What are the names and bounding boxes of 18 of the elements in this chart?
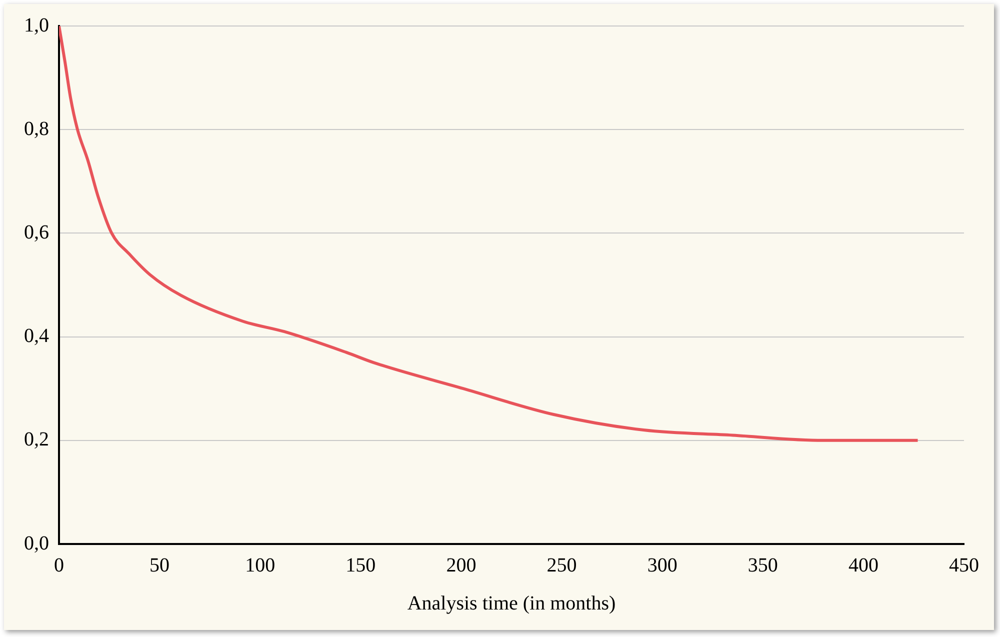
y-tick-label: 0,6 xyxy=(24,221,49,244)
y-tick-label: 0,2 xyxy=(24,428,49,451)
x-tick-label: 400 xyxy=(848,554,878,576)
y-tick-label: 0,8 xyxy=(24,118,49,140)
x-tick-label: 50 xyxy=(150,554,170,576)
y-tick-label: 0,4 xyxy=(24,325,49,348)
x-tick-label: 250 xyxy=(546,554,577,576)
y-tick-label: 0,0 xyxy=(24,532,49,554)
x-tick-label: 300 xyxy=(647,554,678,576)
x-tick-label: 450 xyxy=(949,554,979,576)
y-tick-label: 1,0 xyxy=(24,14,49,36)
line-series xyxy=(59,26,920,442)
x-tick-label: 150 xyxy=(346,554,376,576)
x-tick-label: 350 xyxy=(748,554,778,576)
x-axis-title: Analysis time (in months) xyxy=(407,592,616,614)
x-tick-label: 0 xyxy=(54,554,64,576)
x-tick-label: 100 xyxy=(245,554,276,576)
x-tick-label: 200 xyxy=(446,554,476,576)
